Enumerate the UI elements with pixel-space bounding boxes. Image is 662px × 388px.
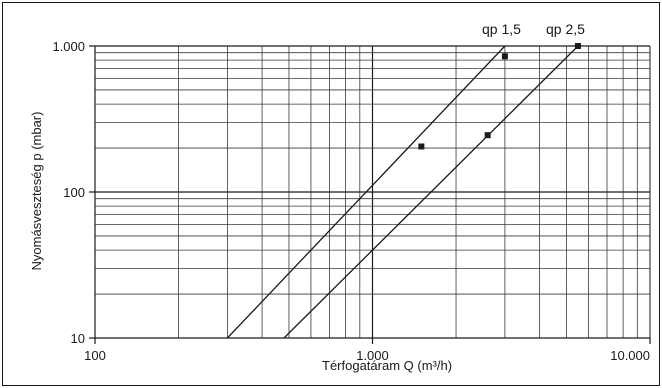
series-group bbox=[226, 43, 581, 338]
x-tick-label: 1.000 bbox=[356, 348, 389, 363]
data-point-series-1 bbox=[484, 132, 491, 139]
data-point-series-1 bbox=[574, 43, 581, 49]
x-axis-label: Térfogatáram Q (m³/h) bbox=[322, 358, 452, 373]
y-tick-label: 1.000 bbox=[52, 39, 85, 54]
series-line-1 bbox=[283, 46, 579, 338]
series-label-qp-1-5: qp 1,5 bbox=[482, 21, 521, 37]
x-tick-label: 100 bbox=[84, 348, 106, 363]
y-tick-label: 100 bbox=[63, 185, 85, 200]
series-line-0 bbox=[226, 46, 506, 338]
series-label-qp-2-5: qp 2,5 bbox=[546, 21, 585, 37]
y-tick-label: 10 bbox=[71, 331, 85, 346]
data-point-series-0 bbox=[501, 53, 508, 60]
y-axis-label: Nyomásveszteség p (mbar) bbox=[29, 112, 44, 271]
data-point-series-0 bbox=[418, 143, 425, 150]
x-tick-label: 10.000 bbox=[610, 348, 650, 363]
tick-labels: 10 100 1.000 100 1.000 10.000 bbox=[52, 39, 650, 363]
grid bbox=[89, 45, 651, 344]
